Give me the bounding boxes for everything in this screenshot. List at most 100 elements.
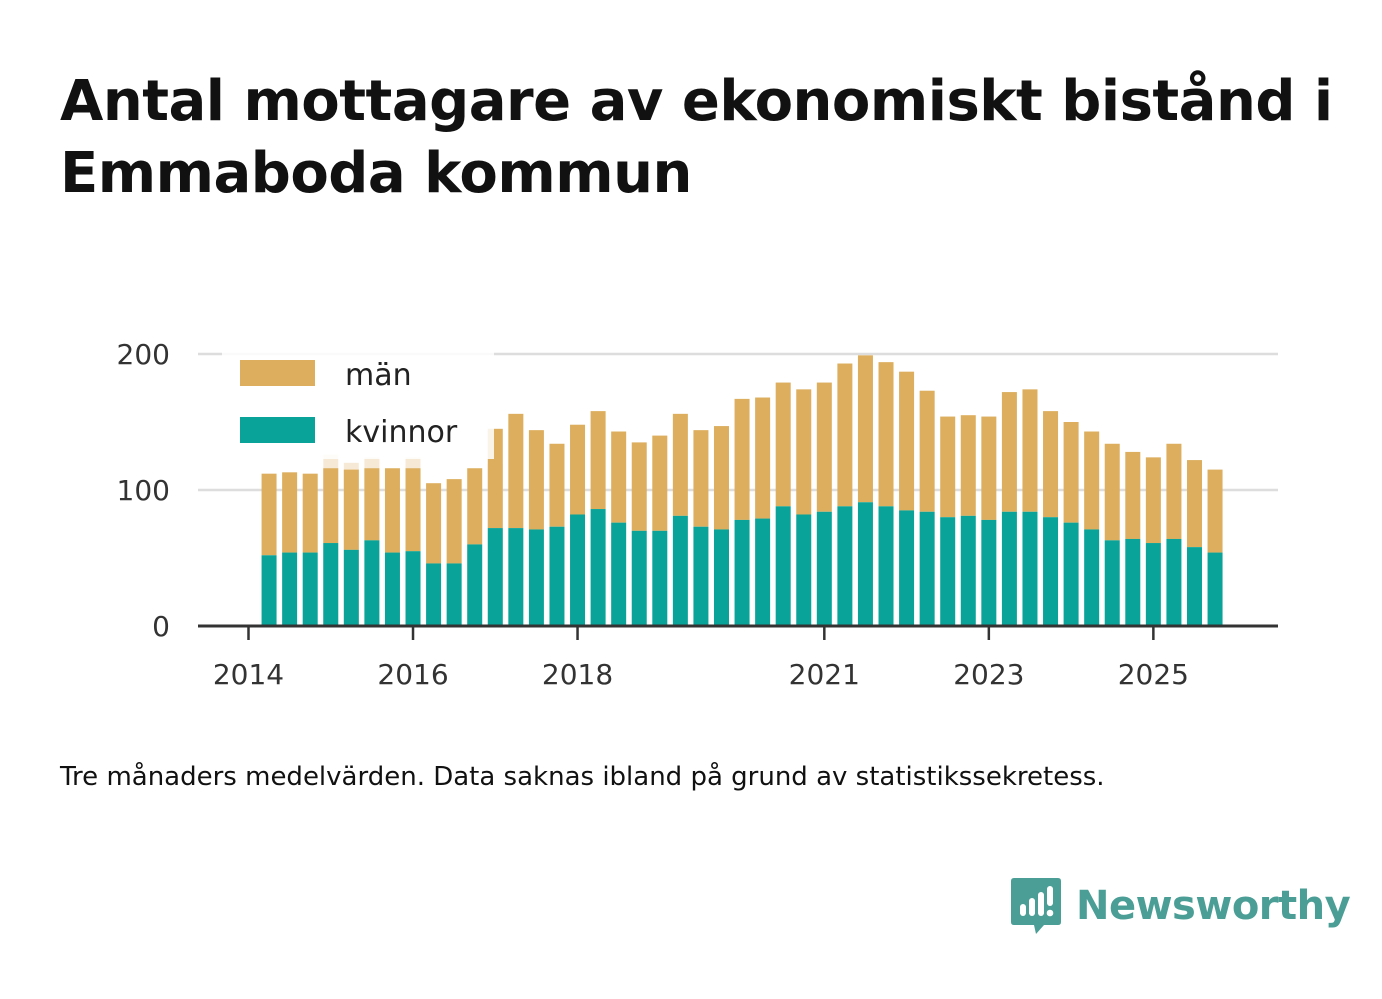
- bar-women-0: [261, 555, 277, 626]
- bar-women-4: [343, 549, 359, 626]
- bar-women-45: [1186, 547, 1202, 626]
- bar-women-15: [570, 514, 586, 626]
- bar-women-34: [960, 515, 976, 626]
- bar-men-44: [1166, 443, 1182, 539]
- bar-men-33: [940, 416, 956, 518]
- legend-swatch-men: [240, 360, 315, 386]
- bar-women-43: [1145, 543, 1161, 626]
- bar-men-40: [1084, 431, 1100, 530]
- bar-women-18: [631, 530, 647, 626]
- bar-men-43: [1145, 457, 1161, 544]
- bar-women-5: [364, 540, 380, 626]
- bar-men-0: [261, 473, 277, 556]
- x-tick-label-2014: 2014: [213, 658, 284, 691]
- bar-men-15: [570, 424, 586, 515]
- bar-men-2: [302, 473, 318, 553]
- bar-women-30: [878, 506, 894, 626]
- bar-men-22: [713, 426, 729, 530]
- x-tick-label-2018: 2018: [542, 658, 613, 691]
- bar-women-32: [919, 511, 935, 626]
- bar-men-38: [1043, 411, 1059, 518]
- bar-men-28: [837, 363, 853, 507]
- legend-label-men: män: [345, 358, 412, 393]
- bar-women-14: [549, 526, 565, 626]
- bar-women-12: [508, 528, 524, 626]
- bar-men-23: [734, 398, 750, 520]
- bar-women-36: [1001, 511, 1017, 626]
- bar-men-39: [1063, 422, 1079, 523]
- bar-men-21: [693, 430, 709, 527]
- bar-women-17: [611, 522, 627, 626]
- x-tick-label-2016: 2016: [377, 658, 448, 691]
- bar-women-41: [1104, 540, 1120, 626]
- bar-men-17: [611, 431, 627, 523]
- y-tick-label-200: 200: [117, 338, 170, 371]
- bar-men-36: [1001, 392, 1017, 512]
- bar-men-5: [364, 468, 380, 541]
- bar-men-18: [631, 442, 647, 531]
- bar-men-30: [878, 362, 894, 507]
- bar-men-19: [652, 435, 668, 531]
- bar-women-44: [1166, 538, 1182, 626]
- bar-women-3: [323, 543, 339, 626]
- bar-women-21: [693, 526, 709, 626]
- stacked-bar-chart: 0 100 200 2014 2016 2018 2021 2023 2025 män kvi…: [117, 338, 1278, 691]
- bar-men-13: [528, 430, 544, 530]
- bar-men-27: [816, 382, 832, 512]
- chart-caption: Tre månaders medelvärden. Data saknas ib…: [60, 762, 1105, 792]
- bar-women-20: [672, 515, 688, 626]
- bar-women-25: [775, 506, 791, 626]
- bar-women-2: [302, 552, 318, 626]
- bar-men-31: [899, 371, 915, 511]
- bar-men-14: [549, 443, 565, 527]
- bar-men-3: [323, 468, 339, 544]
- newsworthy-logo-icon: [1011, 878, 1061, 934]
- bar-men-4: [343, 469, 359, 550]
- bar-men-32: [919, 390, 935, 512]
- bar-women-16: [590, 509, 606, 626]
- brand-name: Newsworthy: [1076, 883, 1351, 929]
- bar-men-37: [1022, 389, 1038, 512]
- bar-men-35: [981, 416, 997, 520]
- bar-women-27: [816, 511, 832, 626]
- bar-women-10: [467, 544, 483, 626]
- bar-women-6: [384, 552, 400, 626]
- x-tick-label-2021: 2021: [789, 658, 860, 691]
- bar-men-7: [405, 468, 421, 552]
- bar-women-31: [899, 510, 915, 626]
- y-tick-label-100: 100: [117, 474, 170, 507]
- bar-women-29: [857, 502, 873, 626]
- bar-men-10: [467, 468, 483, 545]
- bar-women-9: [446, 563, 462, 626]
- bar-men-24: [755, 397, 771, 519]
- bar-men-16: [590, 411, 606, 510]
- bar-women-23: [734, 519, 750, 626]
- bar-women-28: [837, 506, 853, 626]
- bar-women-7: [405, 551, 421, 626]
- bar-women-24: [755, 518, 771, 626]
- bar-women-22: [713, 529, 729, 626]
- bar-women-8: [426, 563, 442, 626]
- bar-women-42: [1125, 538, 1141, 626]
- bar-men-25: [775, 382, 791, 507]
- bar-men-8: [426, 483, 442, 564]
- bar-women-19: [652, 530, 668, 626]
- bar-women-26: [796, 514, 812, 626]
- legend-label-women: kvinnor: [345, 415, 458, 450]
- legend-swatch-women: [240, 417, 315, 443]
- bar-women-33: [940, 517, 956, 626]
- bar-women-1: [282, 552, 298, 626]
- bar-men-20: [672, 413, 688, 516]
- bar-women-11: [487, 528, 503, 626]
- bar-men-9: [446, 479, 462, 564]
- y-tick-label-0: 0: [152, 610, 170, 643]
- bar-women-39: [1063, 522, 1079, 626]
- brand: Newsworthy: [1010, 876, 1351, 936]
- bars: [261, 355, 1223, 626]
- bar-men-6: [384, 468, 400, 553]
- x-tick-label-2025: 2025: [1118, 658, 1189, 691]
- bar-women-37: [1022, 511, 1038, 626]
- bar-men-26: [796, 389, 812, 515]
- bar-women-46: [1207, 552, 1223, 626]
- chart-title: Antal mottagare av ekonomiskt bistånd i …: [60, 69, 1333, 206]
